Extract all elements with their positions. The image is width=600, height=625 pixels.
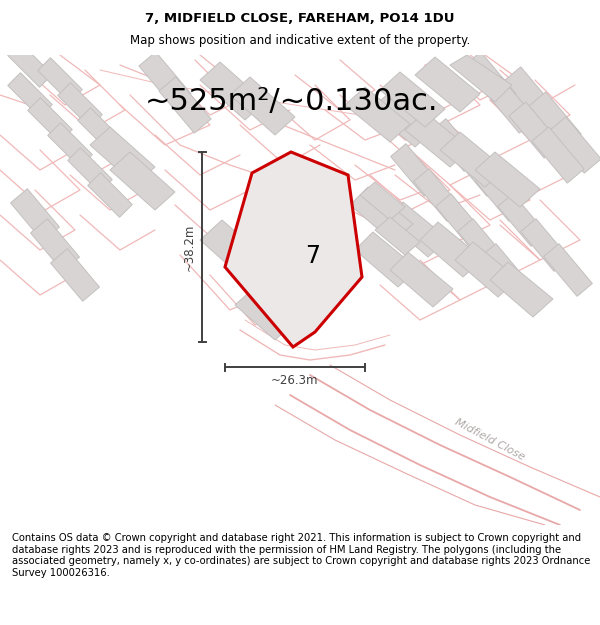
Polygon shape [436,194,484,246]
Polygon shape [225,152,362,347]
Polygon shape [31,219,79,271]
Polygon shape [544,244,592,296]
Text: Contains OS data © Crown copyright and database right 2021. This information is : Contains OS data © Crown copyright and d… [12,533,590,578]
Polygon shape [490,262,553,317]
Polygon shape [50,249,100,301]
Polygon shape [118,158,162,202]
Polygon shape [360,182,405,220]
Polygon shape [88,173,132,218]
Polygon shape [390,252,453,307]
Polygon shape [90,127,155,185]
Polygon shape [440,132,505,187]
Polygon shape [464,52,516,108]
Polygon shape [8,72,52,118]
Polygon shape [385,202,448,257]
Polygon shape [458,219,506,271]
Polygon shape [529,92,581,148]
Polygon shape [476,169,524,221]
Polygon shape [450,55,512,102]
Polygon shape [455,242,518,297]
Polygon shape [420,222,483,277]
Polygon shape [58,82,102,127]
Polygon shape [78,107,122,152]
Polygon shape [484,77,536,133]
Polygon shape [370,92,435,147]
Text: 7, MIDFIELD CLOSE, FAREHAM, PO14 1DU: 7, MIDFIELD CLOSE, FAREHAM, PO14 1DU [145,12,455,25]
Polygon shape [532,127,584,183]
Polygon shape [504,67,556,123]
Polygon shape [159,77,211,133]
Text: ~38.2m: ~38.2m [182,223,196,271]
Polygon shape [355,232,418,287]
Polygon shape [345,87,410,142]
Polygon shape [230,77,295,135]
Polygon shape [380,72,445,127]
Text: Map shows position and indicative extent of the property.: Map shows position and indicative extent… [130,34,470,47]
Text: ~525m²/~0.130ac.: ~525m²/~0.130ac. [145,87,439,116]
Polygon shape [68,148,112,192]
Text: ~26.3m: ~26.3m [271,374,319,388]
Polygon shape [431,119,479,171]
Polygon shape [235,287,295,340]
Polygon shape [139,52,191,108]
Polygon shape [11,189,59,241]
Polygon shape [225,245,288,303]
Polygon shape [415,57,480,112]
Text: 7: 7 [305,244,320,268]
Polygon shape [391,144,439,196]
Polygon shape [38,58,82,102]
Polygon shape [200,220,268,280]
Text: Midfield Close: Midfield Close [454,418,527,462]
Polygon shape [350,187,413,242]
Polygon shape [8,42,52,88]
Polygon shape [98,132,142,178]
Polygon shape [28,98,72,142]
Polygon shape [48,122,92,168]
Polygon shape [375,217,420,255]
Polygon shape [475,152,540,207]
Polygon shape [110,152,175,210]
Polygon shape [405,112,470,167]
Polygon shape [521,219,569,271]
Polygon shape [200,62,265,120]
Polygon shape [454,144,502,196]
Polygon shape [413,169,463,221]
Polygon shape [497,194,547,246]
Polygon shape [481,244,529,296]
Polygon shape [549,117,600,173]
Polygon shape [509,102,561,158]
